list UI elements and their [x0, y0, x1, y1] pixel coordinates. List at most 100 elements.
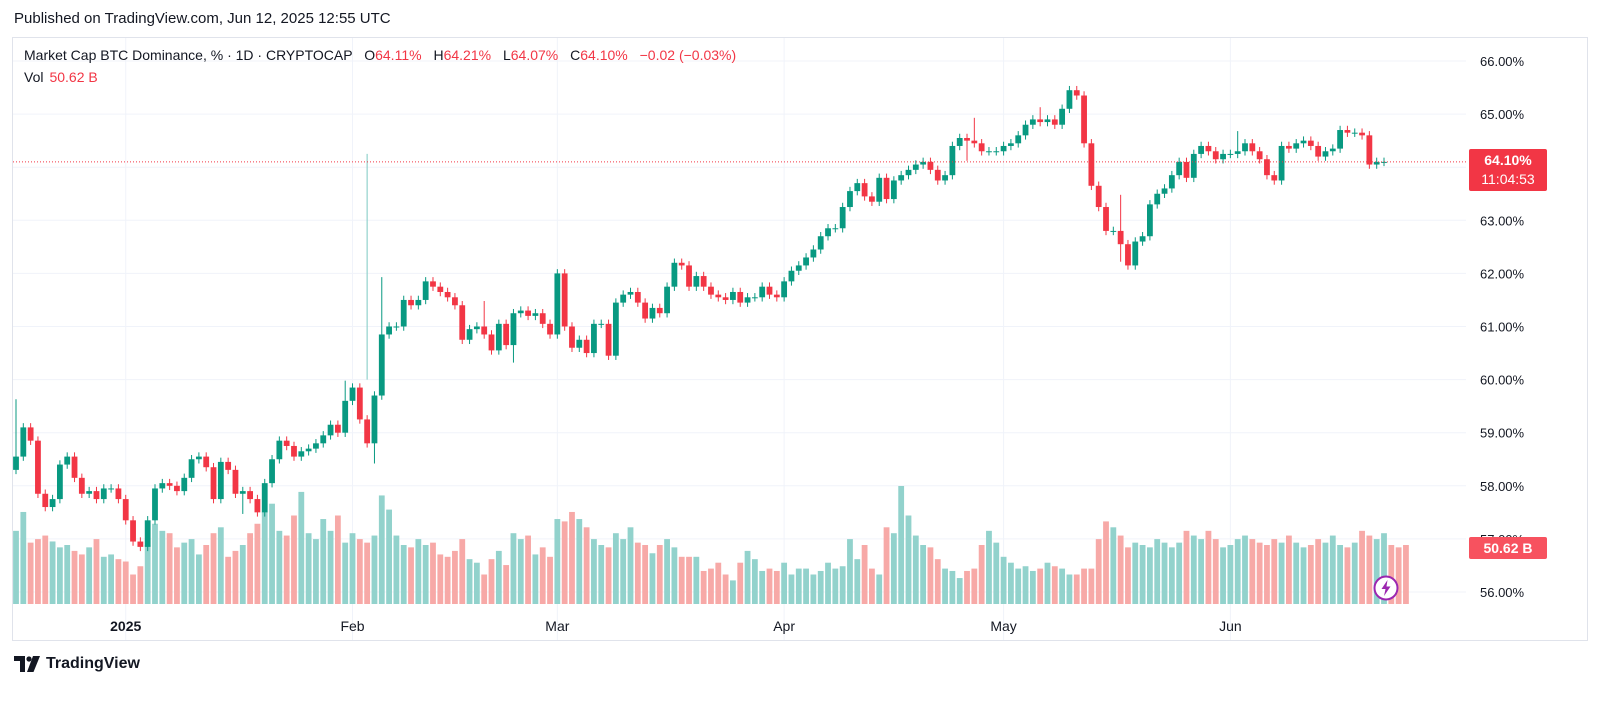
candle-body [810, 249, 817, 258]
candle-body [934, 169, 941, 181]
volume-bar [327, 530, 334, 604]
volume-bar [20, 511, 27, 604]
y-tick-label: 66.00% [1480, 54, 1525, 69]
candle-body [1307, 140, 1314, 146]
high-label: H [433, 47, 444, 63]
candle-body [408, 299, 414, 306]
volume-bar [488, 559, 495, 604]
close-label: C [570, 47, 581, 63]
candle-body [1285, 145, 1292, 149]
candle-body [100, 488, 107, 500]
volume-bar [1037, 568, 1044, 604]
volume-bar [810, 574, 817, 604]
candle-body [561, 273, 568, 327]
candle-body [532, 313, 539, 316]
volume-bar [93, 539, 100, 604]
tradingview-logo[interactable]: TradingView [14, 655, 140, 673]
candle-body [1220, 153, 1226, 160]
volume-bar [188, 539, 195, 604]
open-value: 64.11% [375, 47, 422, 63]
volume-bar [1190, 535, 1197, 604]
candle-body [839, 207, 846, 229]
candle-body [1022, 124, 1029, 136]
volume-bar [174, 547, 180, 604]
candle-body [795, 265, 802, 271]
candle-body [517, 310, 524, 314]
candle-body [634, 291, 641, 303]
volume-bar [744, 550, 751, 604]
candles [13, 85, 1387, 552]
volume-bar [1029, 570, 1036, 604]
y-tick-label: 60.00% [1480, 373, 1525, 388]
volume-bar [795, 568, 802, 604]
candle-body [488, 334, 495, 351]
volume-bar [386, 509, 392, 604]
candle-body [1147, 204, 1153, 237]
candle-body [1044, 119, 1051, 123]
candle-body [730, 291, 736, 300]
candle-body [269, 459, 275, 484]
volume-bar [1373, 539, 1380, 604]
volume-bar [283, 535, 290, 604]
chart-frame[interactable] [12, 37, 1588, 641]
candle-body [700, 276, 707, 287]
volume-bar [1359, 530, 1365, 604]
candle-body [715, 294, 722, 298]
volume-bar [13, 530, 19, 604]
candle-body [1066, 90, 1073, 109]
candle-body [115, 488, 122, 500]
bar-countdown: 11:04:53 [1481, 171, 1535, 187]
candle-body [313, 443, 319, 449]
volume-bar [730, 580, 736, 604]
candle-body [759, 286, 766, 298]
candle-body [452, 297, 458, 306]
candle-body [1344, 130, 1351, 133]
volume-bar [781, 562, 788, 604]
volume-bar [1403, 545, 1409, 604]
x-tick-label: Apr [773, 618, 795, 634]
y-tick-label: 62.00% [1480, 266, 1525, 281]
lightning-icon[interactable] [1373, 575, 1399, 601]
volume-bar [656, 545, 663, 604]
candle-body [898, 175, 905, 181]
volume-bar [817, 570, 824, 604]
volume-bar [773, 570, 780, 604]
candle-body [1176, 161, 1183, 176]
volume-bar [978, 545, 985, 604]
candle-body [751, 297, 758, 299]
volume-bar [1205, 530, 1212, 604]
volume-bar [920, 545, 927, 604]
volume-bar [1227, 545, 1234, 604]
close-value: 64.10% [580, 47, 628, 63]
volume-bar [1117, 535, 1124, 604]
candle-body [1168, 175, 1175, 189]
volume-bar [137, 566, 144, 604]
candle-body [1154, 193, 1161, 205]
volume-bar [927, 547, 934, 604]
candle-body [1037, 119, 1044, 123]
volume-bar [159, 530, 166, 604]
volume-bar [605, 547, 612, 604]
volume-bar [1242, 535, 1248, 604]
candle-body [547, 323, 553, 335]
candle-body [210, 467, 217, 500]
volume-bar [634, 542, 641, 604]
candle-body [664, 286, 670, 314]
candle-body [1103, 207, 1109, 231]
volume-bar [1249, 539, 1256, 604]
candle-body [737, 291, 744, 303]
volume-bar [481, 574, 488, 604]
tradingview-brand: TradingView [46, 655, 140, 672]
candle-body [956, 137, 963, 146]
candle-body [1373, 161, 1380, 165]
volume-bar [898, 486, 905, 604]
candle-body [656, 307, 663, 314]
volume-bar [708, 568, 714, 604]
candle-body [1051, 119, 1058, 125]
volume-bar [1008, 562, 1014, 604]
volume-bar [861, 545, 868, 604]
volume-bar [71, 550, 78, 604]
volume-bar [642, 545, 649, 604]
volume-bar [1095, 539, 1102, 604]
